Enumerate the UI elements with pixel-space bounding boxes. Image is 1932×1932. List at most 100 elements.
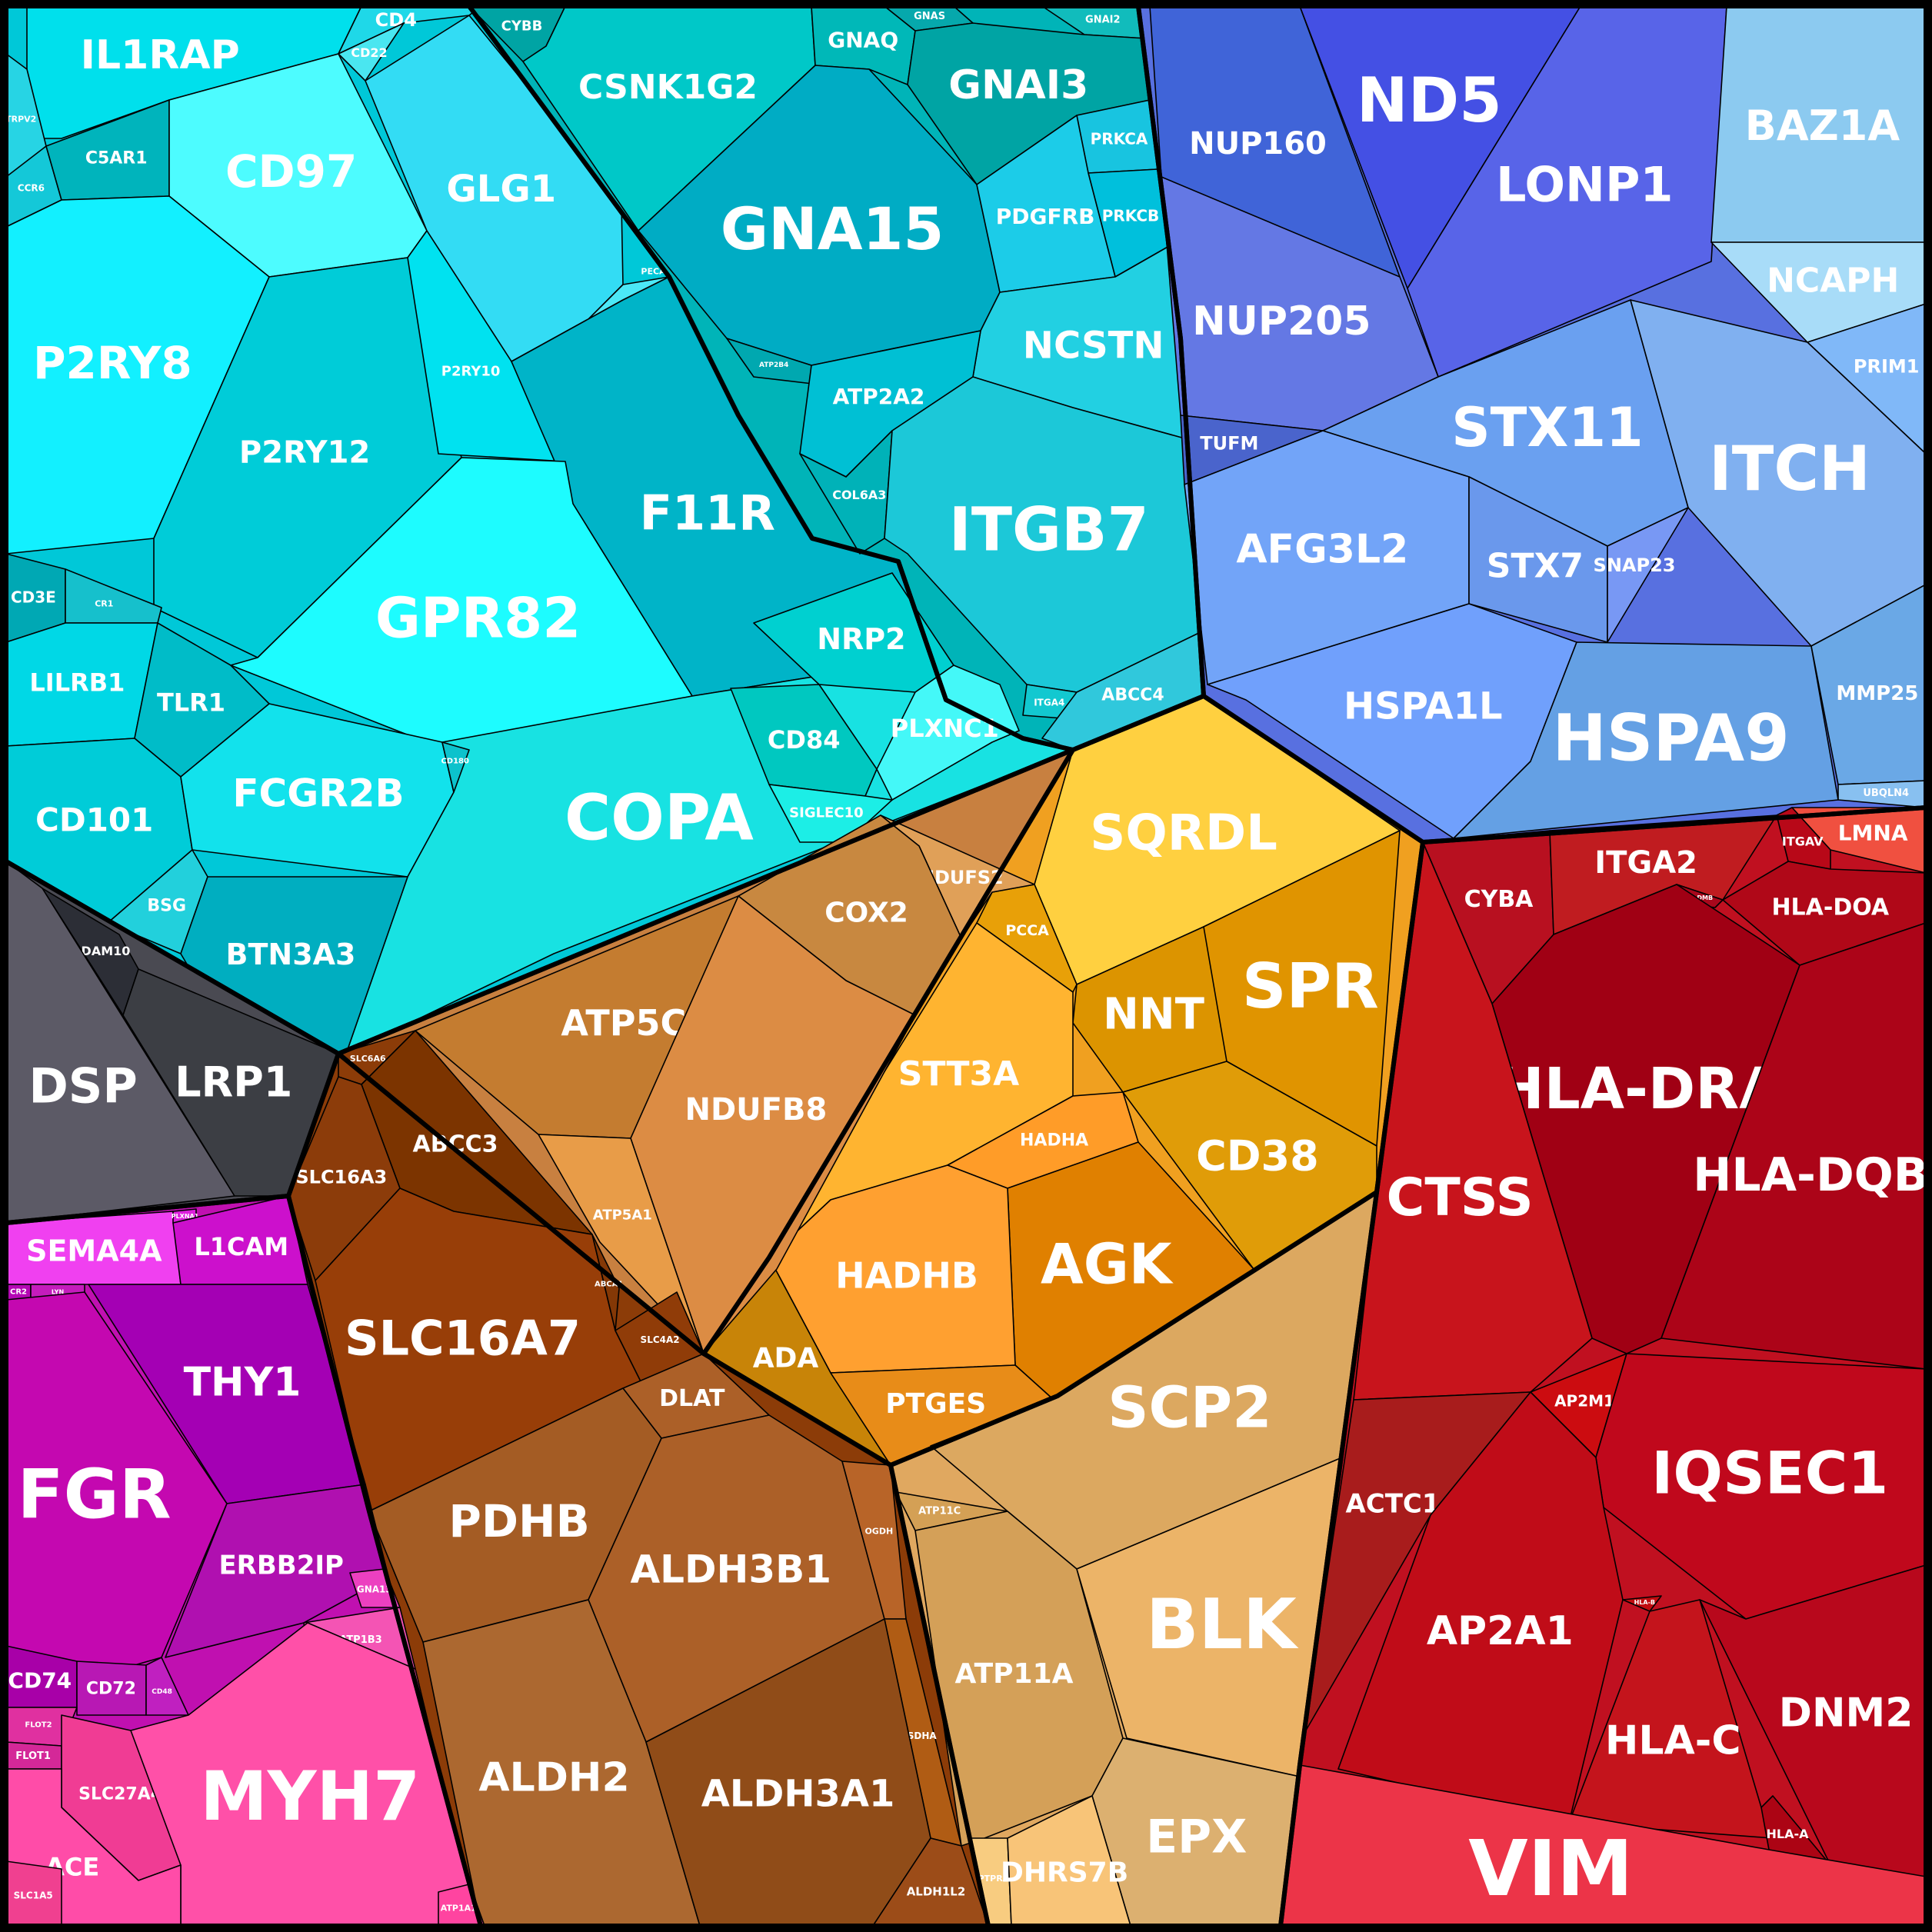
cell-label: THY1 — [184, 1360, 301, 1406]
cell-prim1[interactable]: PRIM1 — [1807, 303, 1927, 455]
cell-l1cam[interactable]: L1CAM — [172, 1195, 308, 1285]
cell-label: SNAP23 — [1594, 555, 1676, 576]
cell-atp11c[interactable]: ATP11C — [895, 1491, 1008, 1531]
cell-cd74[interactable]: CD74 — [5, 1645, 78, 1708]
cell-lrp1[interactable]: LRP1 — [122, 968, 339, 1197]
cell-ap2a1[interactable]: AP2A1 — [1337, 1391, 1624, 1824]
cell-ap2m1[interactable]: AP2M1 — [1530, 1353, 1627, 1458]
cell-label: CYBA — [1464, 886, 1534, 913]
cell-erbb2ip[interactable]: ERBB2IP — [165, 1484, 389, 1658]
cell-label: SCP2 — [1108, 1375, 1271, 1441]
cell-tufm[interactable]: TUFM — [1180, 415, 1324, 485]
cell-p2ry8[interactable]: P2RY8 — [5, 195, 270, 555]
cell-hspa9[interactable]: HSPA9 — [1453, 641, 1839, 839]
cell-label: HLA-B — [1634, 1599, 1655, 1606]
cell-label: CD97 — [225, 145, 357, 198]
cell-label: TRPV2 — [5, 115, 36, 125]
cell-label: NCAPH — [1767, 261, 1899, 301]
cell-hla-doa[interactable]: HLA-DOA — [1722, 861, 1927, 966]
cell-label: ND5 — [1357, 65, 1502, 136]
cell-slc1a5[interactable]: SLC1A5 — [5, 1860, 62, 1927]
cell-stx7[interactable]: STX7 — [1468, 476, 1608, 643]
cell-shape-itgav — [1776, 807, 1831, 870]
cell-hla-dqb1[interactable]: HLA-DQB1 — [1661, 922, 1932, 1370]
cell-label: ATP5A1 — [593, 1207, 652, 1223]
cell-itgav[interactable]: ITGAV — [1776, 807, 1831, 870]
cell-ncstn[interactable]: NCSTN — [972, 245, 1185, 439]
cell-hadhb[interactable]: HADHB — [768, 1164, 1016, 1374]
cell-aldh3a1[interactable]: ALDH3A1 — [645, 1618, 931, 1927]
cell-c5ar1[interactable]: C5AR1 — [45, 99, 170, 201]
cell-label: FLOT1 — [15, 1750, 51, 1762]
cell-agk[interactable]: AGK — [1007, 1141, 1254, 1401]
cell-lmna[interactable]: LMNA — [1791, 807, 1927, 874]
cell-slc16a3[interactable]: SLC16A3 — [288, 1076, 401, 1281]
cell-stt3a[interactable]: STT3A — [768, 922, 1074, 1258]
cell-p2ry12[interactable]: P2RY12 — [153, 257, 462, 658]
cell-il1rap[interactable]: IL1RAP — [26, 5, 362, 139]
cell-label: ERBB2IP — [218, 1551, 343, 1581]
cell-cd84[interactable]: CD84 — [730, 684, 878, 797]
cell-prkca[interactable]: PRKCA — [1076, 99, 1158, 174]
cell-aldh2[interactable]: ALDH2 — [422, 1599, 701, 1927]
cell-label: F11R — [640, 485, 775, 541]
cell-label: C5AR1 — [85, 149, 148, 168]
cell-vim[interactable]: VIM — [1280, 1764, 1927, 1927]
cell-gpr82[interactable]: GPR82 — [230, 457, 693, 751]
cell-nd5[interactable]: ND5 — [1299, 5, 1581, 289]
cell-pdgfrb[interactable]: PDGFRB — [976, 115, 1116, 293]
cell-atp2a2[interactable]: ATP2A2 — [799, 330, 981, 478]
cell-hla-c[interactable]: HLA-C — [1568, 1599, 1774, 1839]
cell-itgb7[interactable]: ITGB7 — [884, 376, 1204, 693]
cell-label: PDGFRB — [996, 204, 1095, 229]
cell-abcc4[interactable]: ABCC4 — [1041, 630, 1204, 751]
cell-flot1[interactable]: FLOT1 — [5, 1741, 62, 1770]
group-gray: ADAM10 DSP LRP1 — [5, 861, 339, 1224]
cell-label: P2RY8 — [33, 337, 192, 389]
cell-hla-dra[interactable]: HLA-DRA — [1491, 884, 1800, 1354]
cell-blk[interactable]: BLK — [1076, 1457, 1343, 1777]
cell-label: DSP — [28, 1058, 138, 1114]
cell-label: GNA15 — [721, 195, 944, 263]
cell-label: CSNK1G2 — [578, 68, 758, 107]
cell-fgr[interactable]: FGR — [5, 1291, 228, 1674]
cell-cd101[interactable]: CD101 — [5, 738, 193, 924]
cell-atp11a[interactable]: ATP11A — [914, 1511, 1124, 1847]
cell-lonp1[interactable]: LONP1 — [1407, 5, 1727, 378]
cell-aldh3b1[interactable]: ALDH3B1 — [588, 1414, 885, 1743]
cell-label: HLA-C — [1605, 1717, 1741, 1764]
cell-abca1[interactable]: ABCA1 — [591, 1234, 623, 1331]
cell-gnai3[interactable]: GNAI3 — [907, 22, 1151, 185]
cell-label: CD48 — [152, 1688, 172, 1696]
cell-label: ITGB7 — [949, 495, 1149, 565]
cell-sema4a[interactable]: SEMA4A — [5, 1211, 182, 1285]
cell-lilrb1[interactable]: LILRB1 — [5, 622, 158, 747]
cell-label: ATP1A1 — [441, 1903, 477, 1913]
cell-hspa1l[interactable]: HSPA1L — [1207, 603, 1577, 839]
cell-myh7[interactable]: MYH7 — [130, 1622, 485, 1927]
cell-hla-b[interactable]: HLA-B — [1622, 1595, 1662, 1612]
cell-shape-cd84 — [730, 684, 878, 797]
cell-spr[interactable]: SPR — [1203, 830, 1401, 1147]
cell-nnt[interactable]: NNT — [1072, 926, 1227, 1093]
cell-nup205[interactable]: NUP205 — [1161, 176, 1439, 431]
cell-cd72[interactable]: CD72 — [76, 1661, 147, 1716]
cell-snap23[interactable]: SNAP23 — [1594, 507, 1689, 643]
cell-baz1a[interactable]: BAZ1A — [1710, 5, 1927, 243]
cell-label: AFG3L2 — [1236, 527, 1408, 573]
cell-itga2[interactable]: ITGA2 — [1549, 814, 1777, 935]
cell-gna15[interactable]: GNA15 — [638, 65, 1001, 366]
cell-ubqln4[interactable]: UBQLN4 — [1837, 780, 1927, 808]
cell-label: HLA-DQB1 — [1693, 1148, 1932, 1202]
group-brown: SLC6A6 ABCC3 SLC16A3 SLC16A7 ABCA1 SLC4A2 DLAT… — [288, 1030, 989, 1927]
cell-thy1[interactable]: THY1 — [88, 1284, 366, 1504]
cell-stx11[interactable]: STX11 — [1322, 299, 1689, 547]
cell-label: SLC16A3 — [295, 1166, 387, 1188]
cell-slc16a7[interactable]: SLC16A7 — [315, 1188, 643, 1512]
cell-label: COX2 — [824, 897, 908, 928]
cell-label: CCR6 — [18, 183, 45, 194]
cell-label: UBQLN4 — [1863, 788, 1909, 799]
cell-cd38[interactable]: CD38 — [1122, 1061, 1377, 1270]
cell-cd180[interactable]: CD180 — [441, 741, 470, 793]
